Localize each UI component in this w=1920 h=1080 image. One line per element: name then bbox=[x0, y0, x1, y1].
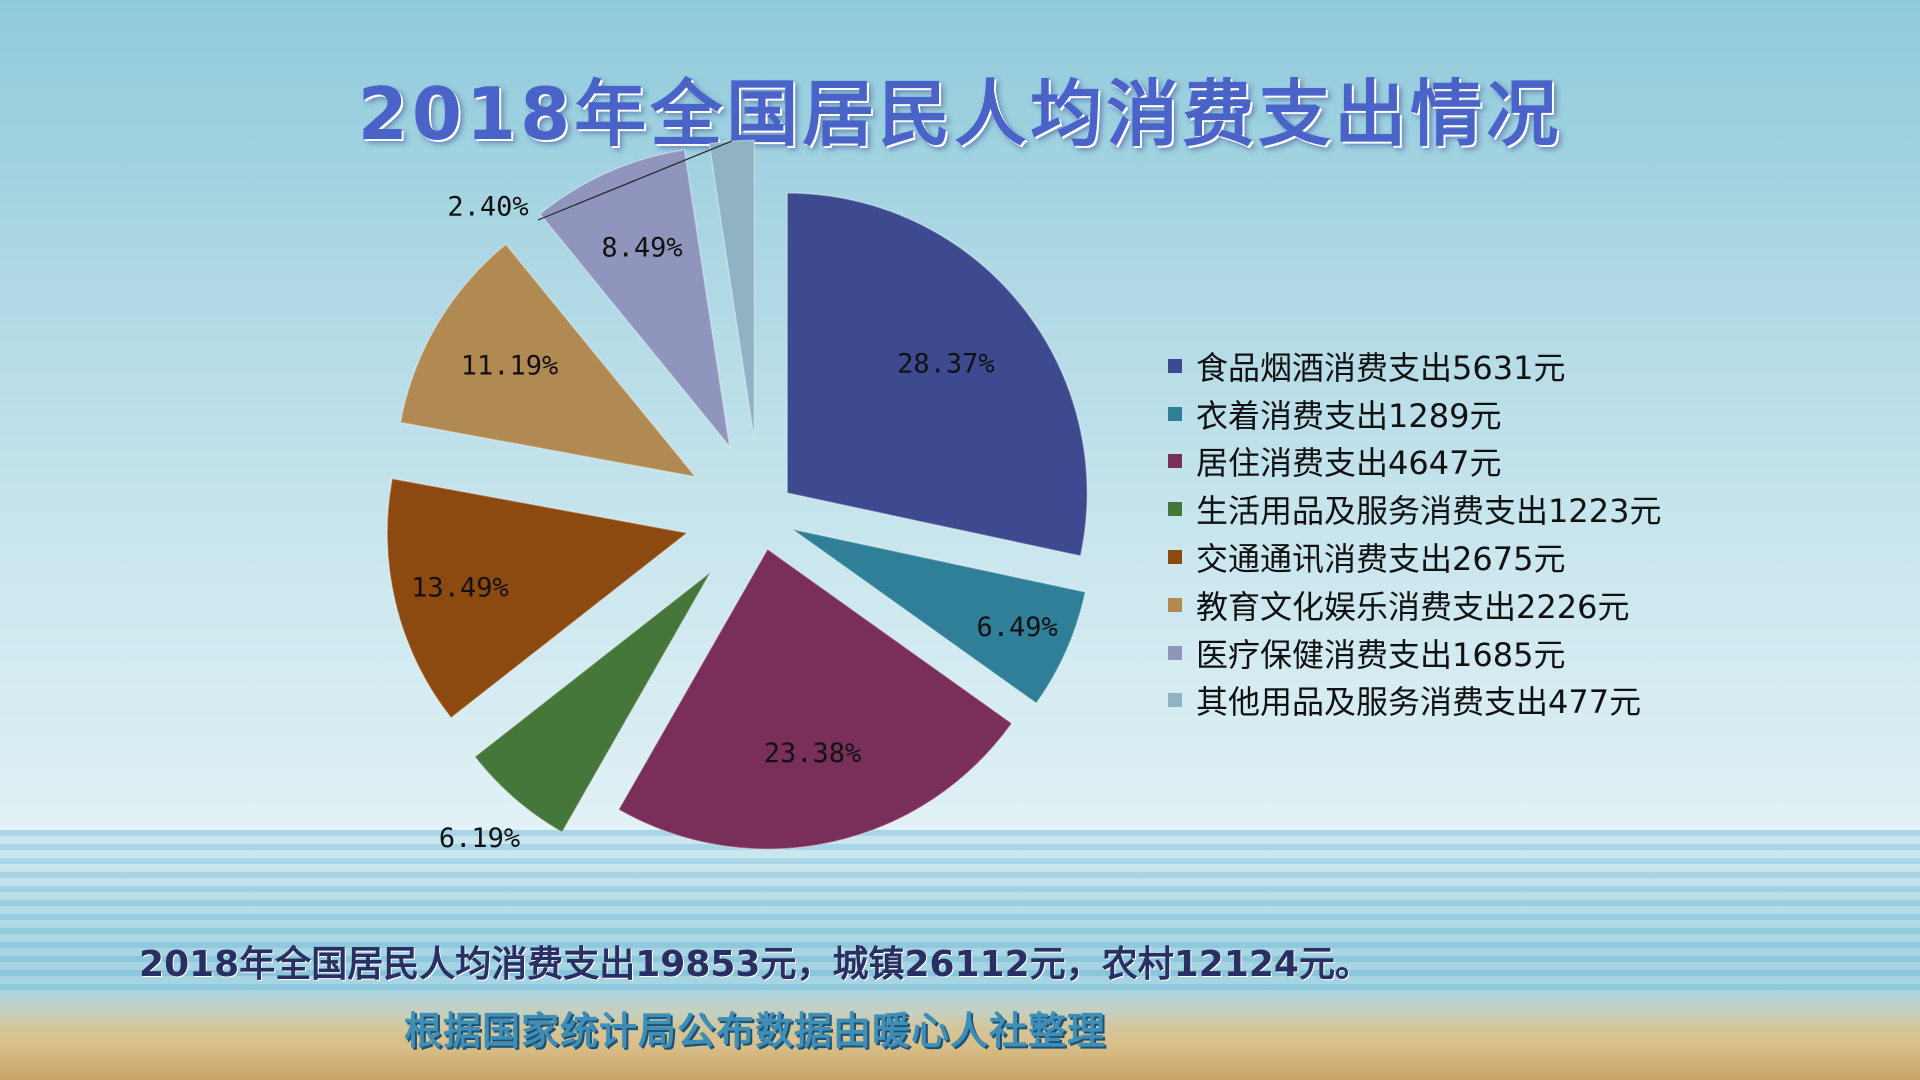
legend-item-transport: 交通通讯消费支出2675元 bbox=[1168, 533, 1661, 581]
legend-swatch-other bbox=[1168, 693, 1182, 708]
legend-label-education: 教育文化娱乐消费支出2226元 bbox=[1196, 587, 1630, 626]
legend-swatch-household bbox=[1168, 502, 1182, 517]
data-label-medical: 8.49% bbox=[601, 233, 682, 264]
legend-swatch-medical bbox=[1168, 645, 1182, 660]
legend-swatch-education bbox=[1168, 597, 1182, 612]
legend-item-medical: 医疗保健消费支出1685元 bbox=[1168, 629, 1661, 677]
pie-slice-transport bbox=[386, 477, 689, 719]
legend-swatch-food bbox=[1168, 358, 1182, 373]
data-label-household: 6.19% bbox=[439, 823, 520, 854]
legend-item-housing: 居住消费支出4647元 bbox=[1168, 438, 1661, 486]
legend-label-clothing: 衣着消费支出1289元 bbox=[1196, 396, 1502, 435]
data-label-housing: 23.38% bbox=[764, 738, 862, 769]
data-label-transport: 13.49% bbox=[411, 572, 509, 603]
summary-text: 2018年全国居民人均消费支出19853元，城镇26112元，农村12124元。 bbox=[139, 944, 1371, 985]
pie-slice-household bbox=[473, 571, 712, 834]
data-label-other: 2.40% bbox=[447, 192, 528, 223]
data-label-education: 11.19% bbox=[461, 350, 559, 381]
data-label-food: 28.37% bbox=[897, 348, 995, 379]
legend-swatch-housing bbox=[1168, 454, 1182, 469]
chart-legend: 食品烟酒消费支出5631元 衣着消费支出1289元 居住消费支出4647元生活用品及… bbox=[1168, 342, 1661, 724]
legend-item-education: 教育文化娱乐消费支出2226元 bbox=[1168, 581, 1661, 629]
pie-slice-housing bbox=[617, 548, 1013, 850]
legend-label-transport: 交通通讯消费支出2675元 bbox=[1196, 540, 1566, 579]
legend-item-other: 其他用品及服务消费支出477元 bbox=[1168, 677, 1661, 725]
leader-line-other bbox=[537, 140, 732, 221]
pie-slice-education bbox=[399, 243, 698, 478]
chart-title: 2018年全国居民人均消费支出情况 bbox=[357, 72, 1563, 156]
legend-label-household: 生活用品及服务消费支出1223元 bbox=[1196, 492, 1662, 531]
legend-item-household: 生活用品及服务消费支出1223元 bbox=[1168, 485, 1661, 533]
legend-swatch-transport bbox=[1168, 550, 1182, 565]
pie-slice-clothing bbox=[791, 528, 1087, 705]
source-note: 根据国家统计局公布数据由暖心人社整理 bbox=[403, 1009, 1106, 1053]
legend-item-food: 食品烟酒消费支出5631元 bbox=[1168, 342, 1661, 390]
legend-label-medical: 医疗保健消费支出1685元 bbox=[1196, 635, 1566, 674]
data-label-clothing: 6.49% bbox=[976, 612, 1057, 643]
legend-label-food: 食品烟酒消费支出5631元 bbox=[1196, 348, 1566, 387]
legend-label-housing: 居住消费支出4647元 bbox=[1196, 444, 1502, 483]
legend-swatch-clothing bbox=[1168, 406, 1182, 421]
pie-slice-food bbox=[786, 192, 1088, 557]
legend-item-clothing: 衣着消费支出1289元 bbox=[1168, 390, 1661, 438]
pie-slice-medical bbox=[538, 149, 731, 450]
legend-label-other: 其他用品及服务消费支出477元 bbox=[1196, 683, 1642, 722]
